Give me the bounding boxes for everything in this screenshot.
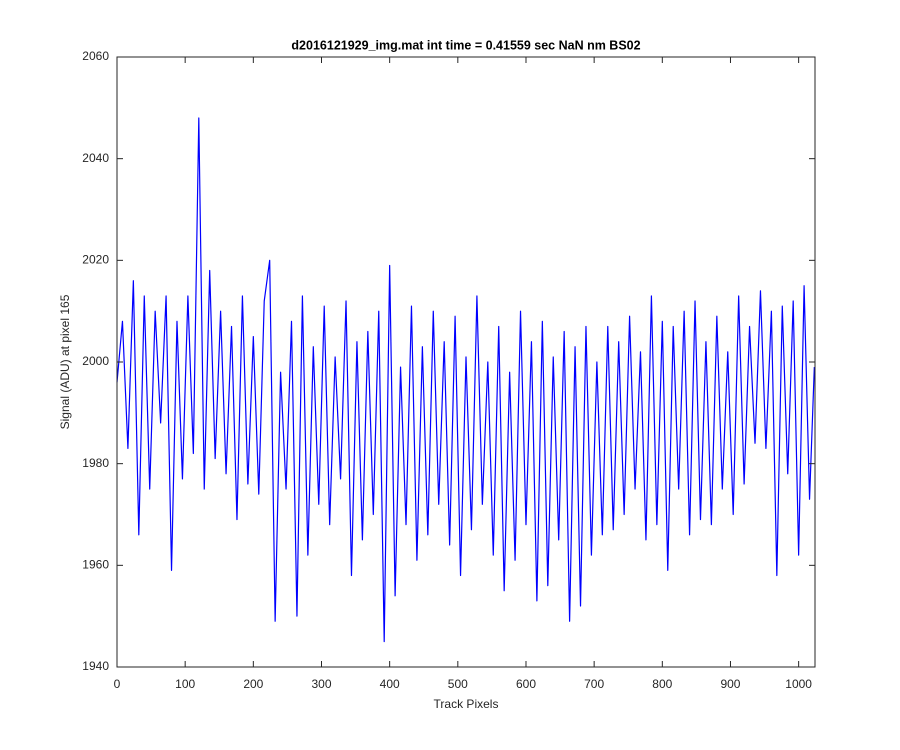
y-tick-label: 2040 bbox=[82, 151, 109, 165]
x-tick-label: 700 bbox=[584, 677, 604, 691]
x-tick-label: 200 bbox=[243, 677, 263, 691]
y-tick-label: 1940 bbox=[82, 659, 109, 673]
y-tick-label: 2000 bbox=[82, 354, 109, 368]
x-tick-label: 0 bbox=[114, 677, 121, 691]
x-tick-label: 600 bbox=[516, 677, 536, 691]
x-tick-label: 100 bbox=[175, 677, 195, 691]
x-tick-label: 500 bbox=[448, 677, 468, 691]
x-tick-label: 800 bbox=[652, 677, 672, 691]
y-tick-label: 2020 bbox=[82, 253, 109, 267]
chart-title: d2016121929_img.mat int time = 0.41559 s… bbox=[291, 38, 640, 52]
y-tick-label: 1960 bbox=[82, 558, 109, 572]
y-tick-label: 2060 bbox=[82, 49, 109, 63]
y-axis-label: Signal (ADU) at pixel 165 bbox=[58, 294, 72, 429]
x-tick-label: 1000 bbox=[785, 677, 812, 691]
x-tick-label: 900 bbox=[720, 677, 740, 691]
x-axis-label: Track Pixels bbox=[434, 697, 499, 711]
data-line bbox=[116, 117, 815, 643]
x-tick-label: 400 bbox=[380, 677, 400, 691]
y-tick-label: 1980 bbox=[82, 456, 109, 470]
x-tick-label: 300 bbox=[311, 677, 331, 691]
